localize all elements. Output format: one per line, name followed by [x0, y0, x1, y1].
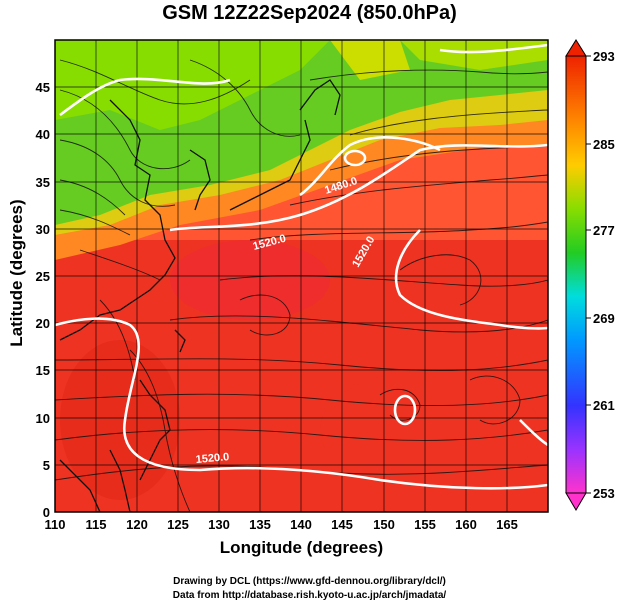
y-tick: 25 [36, 269, 50, 284]
x-tick: 160 [455, 517, 477, 532]
colorbar: 293 285 277 269 261 253 [565, 39, 615, 511]
y-tick: 15 [36, 363, 50, 378]
y-tick: 30 [36, 222, 50, 237]
temperature-field [55, 40, 548, 512]
colorbar-label: 293 [593, 49, 615, 64]
colorbar-label: 277 [593, 223, 615, 238]
x-tick: 155 [414, 517, 436, 532]
x-axis-label: Longitude (degrees) [219, 538, 384, 557]
y-tick: 10 [36, 411, 50, 426]
x-tick: 120 [126, 517, 148, 532]
credit-data: Data from http://database.rish.kyoto-u.a… [172, 590, 447, 601]
x-tick: 165 [496, 517, 518, 532]
y-tick: 45 [36, 80, 50, 95]
y-tick: 0 [43, 505, 50, 520]
x-tick: 145 [331, 517, 353, 532]
colorbar-top-triangle [565, 39, 587, 57]
y-tick: 40 [36, 127, 50, 142]
colorbar-bottom-triangle [565, 492, 587, 511]
colorbar-label: 269 [593, 311, 615, 326]
x-tick: 140 [290, 517, 312, 532]
x-tick: 125 [167, 517, 189, 532]
colorbar-label: 261 [593, 398, 615, 413]
colorbar-label: 285 [593, 137, 615, 152]
x-tick: 150 [373, 517, 395, 532]
colorbar-label: 253 [593, 486, 615, 501]
x-tick-labels: 110 115 120 125 130 135 140 145 150 155 … [45, 517, 518, 532]
grid [55, 40, 548, 512]
plot-frame [54, 39, 549, 513]
y-tick-labels: 0 5 10 15 20 25 30 35 40 45 [36, 80, 50, 520]
y-tick: 5 [43, 458, 50, 473]
height-contours [55, 43, 548, 490]
contour-label-1520-c: 1520.0 [195, 451, 230, 466]
credit-dcl: Drawing by DCL (https://www.gfd-dennou.o… [173, 576, 446, 587]
y-tick: 20 [36, 316, 50, 331]
y-tick: 35 [36, 175, 50, 190]
chart-title: GSM 12Z22Sep2024 (850.0hPa) [162, 2, 457, 24]
x-tick: 135 [249, 517, 271, 532]
x-tick: 110 [45, 517, 66, 532]
x-tick: 115 [86, 517, 107, 532]
colorbar-scale [565, 55, 587, 494]
x-tick: 130 [208, 517, 230, 532]
